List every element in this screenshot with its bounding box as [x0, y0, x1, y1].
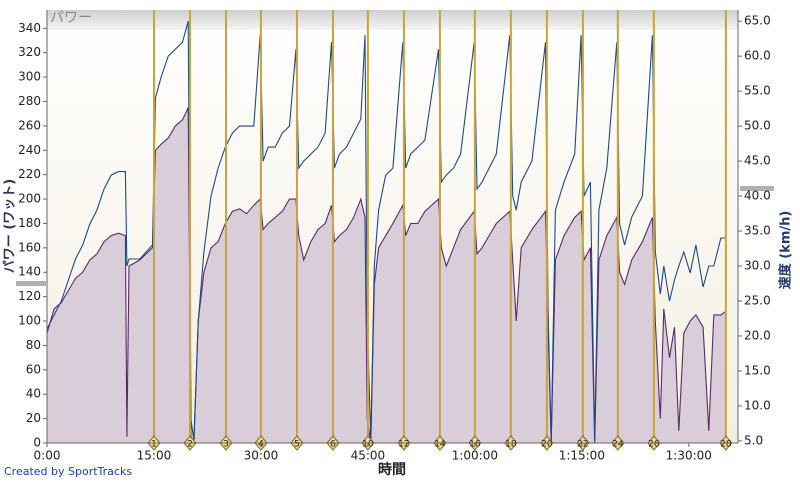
- y-tick-label: 100: [18, 314, 41, 328]
- x-tick-label: 45:00: [351, 449, 386, 463]
- y-tick-label: 280: [18, 94, 41, 108]
- lap-label: 24: [612, 440, 624, 450]
- chart-title: パワー: [50, 10, 92, 26]
- y2-tick-label: 55.0: [744, 84, 771, 98]
- lap-label: 18: [505, 440, 517, 450]
- y2-tick-label: 35.0: [744, 224, 771, 238]
- y2-tick-label: 25.0: [744, 293, 771, 307]
- power-area: [47, 107, 726, 443]
- x-tick-label: 0:00: [34, 449, 61, 463]
- x-tick-label: 1:15:00: [559, 449, 605, 463]
- y-tick-label: 320: [18, 45, 41, 59]
- y2-tick-label: 15.0: [744, 363, 771, 377]
- x-tick-label: 1:30:00: [666, 449, 712, 463]
- y-tick-label: 40: [26, 387, 41, 401]
- y2-tick-label: 5.0: [744, 433, 763, 447]
- y2-tick-label: 40.0: [744, 189, 771, 203]
- y-tick-label: 20: [26, 411, 41, 425]
- x-tick-label: 15:00: [137, 449, 172, 463]
- y-tick-label: 240: [18, 143, 41, 157]
- y-tick-label: 0: [33, 436, 41, 450]
- y-tick-label: 140: [18, 265, 41, 279]
- y-tick-label: 200: [18, 192, 41, 206]
- y2-tick-label: 65.0: [744, 14, 771, 28]
- y-tick-label: 220: [18, 167, 41, 181]
- y-tick-label: 120: [18, 289, 41, 303]
- x-tick-label: 30:00: [244, 449, 279, 463]
- x-tick-label: 1:00:00: [452, 449, 498, 463]
- y2-axis-marker: [740, 186, 774, 191]
- lap-label: 20: [541, 440, 553, 450]
- y2-tick-label: 30.0: [744, 259, 771, 273]
- y-tick-label: 300: [18, 70, 41, 84]
- y2-tick-label: 45.0: [744, 154, 771, 168]
- y2-axis-label: 速度 (km/h): [778, 211, 794, 290]
- y2-tick-label: 60.0: [744, 49, 771, 63]
- lap-label: 28: [720, 440, 732, 450]
- y2-tick-label: 20.0: [744, 328, 771, 342]
- lap-label: 5: [294, 440, 300, 450]
- lap-label: 14: [434, 440, 446, 450]
- lap-label: 22: [577, 440, 588, 450]
- plot-header-band: [47, 10, 738, 30]
- footer-credit[interactable]: Created by SportTracks: [4, 465, 132, 478]
- y-tick-label: 340: [18, 21, 41, 35]
- y-tick-label: 180: [18, 216, 41, 230]
- lap-label: 12: [398, 440, 409, 450]
- speed-line: [46, 21, 726, 441]
- y-tick-label: 60: [26, 362, 41, 376]
- lap-label: 2: [187, 440, 193, 450]
- y-tick-label: 160: [18, 240, 41, 254]
- y2-tick-label: 10.0: [744, 398, 771, 412]
- y-axis-label: パワー (ワット): [3, 179, 18, 273]
- y-tick-label: 260: [18, 118, 41, 132]
- x-axis-label: 時間: [378, 461, 406, 478]
- lap-label: 26: [648, 440, 660, 450]
- lap-label: 3: [223, 440, 229, 450]
- y-tick-label: 80: [26, 338, 41, 352]
- power-line: [46, 107, 727, 444]
- lap-label: 6: [330, 440, 336, 450]
- y2-tick-label: 50.0: [744, 119, 771, 133]
- marks: [46, 21, 727, 444]
- y-axis-marker: [16, 281, 46, 286]
